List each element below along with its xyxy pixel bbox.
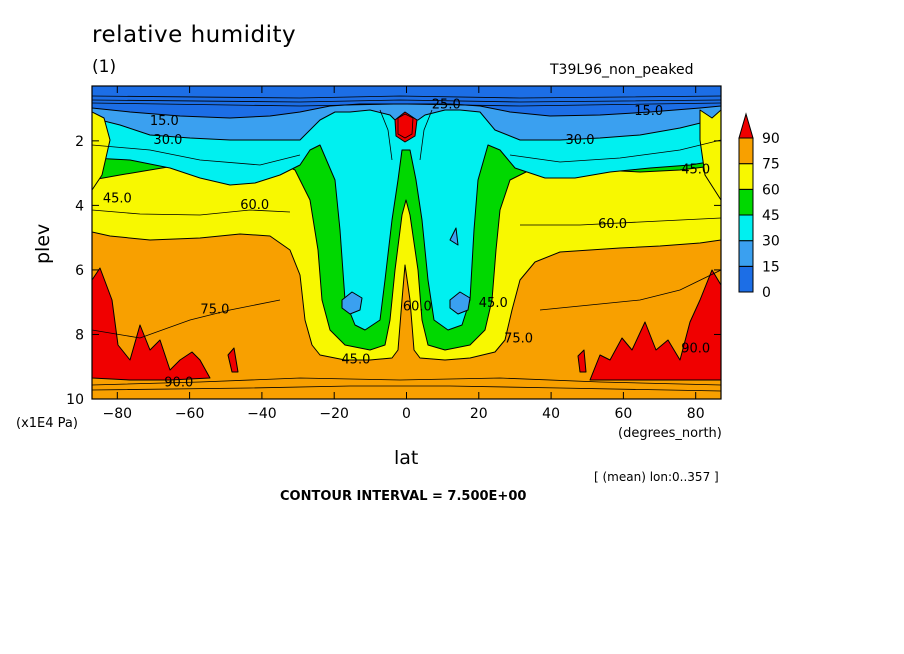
- region-60-75-south-pole: [92, 111, 111, 191]
- colorbar-label: 15: [762, 259, 780, 275]
- contour-line-low-south: [92, 299, 281, 339]
- colorbar-box: [738, 163, 754, 190]
- x-axis-unit: (degrees_north): [618, 426, 722, 441]
- contour-label: 90.0: [164, 375, 193, 390]
- contour-label: 15.0: [634, 104, 663, 119]
- contour-label: 25.0: [432, 98, 461, 113]
- colorbar-label: 45: [762, 208, 780, 224]
- contour-line-mid-south: [92, 209, 291, 216]
- contour-line-surface-2: [92, 385, 721, 392]
- region-0-15: [92, 86, 721, 119]
- colorbar-box: [738, 137, 754, 165]
- colorbar-label: 90: [762, 131, 780, 147]
- region-90-north-2: [577, 349, 587, 373]
- x-tick-label: 20: [470, 406, 488, 422]
- x-tick-label: 60: [614, 406, 632, 422]
- x-tick-label: 40: [542, 406, 560, 422]
- x-axis: −80 −60 −40 −20 0 20 40 60 80: [103, 86, 705, 422]
- region-90-north-1: [589, 269, 721, 381]
- mean-note: [ (mean) lon:0..357 ]: [594, 470, 719, 484]
- contour-label: 45.0: [479, 296, 508, 311]
- contour-line-equator-2: [419, 109, 433, 161]
- x-tick-label: −60: [175, 406, 205, 422]
- contour-line-mid-north: [520, 217, 721, 226]
- region-30-45: [92, 86, 721, 331]
- colorbar-box: [738, 240, 754, 267]
- chart-subtitle: (1): [92, 57, 117, 77]
- colorbar-triangle: [738, 112, 754, 139]
- region-60-75-north-pole: [699, 109, 721, 201]
- chart-title: relative humidity: [92, 22, 297, 48]
- contour-label: 45.0: [103, 191, 132, 206]
- colorbar-box: [738, 265, 754, 293]
- contour-label: 90.0: [681, 341, 710, 356]
- colorbar-box: [738, 188, 754, 216]
- x-tick-label: 0: [402, 406, 411, 422]
- contour-label: 15.0: [150, 114, 179, 129]
- contour-label: 75.0: [504, 332, 533, 347]
- colorbar-label: 30: [762, 234, 780, 250]
- contour-label: 75.0: [200, 303, 229, 318]
- colorbar-label: 75: [762, 157, 780, 173]
- colorbar: 0 15 30 45 60 75 90: [738, 112, 780, 301]
- region-15-30-spot-left: [341, 291, 363, 315]
- contour-line-upper-1: [92, 95, 721, 99]
- contour-label: 30.0: [153, 133, 182, 148]
- y-tick-label: 6: [75, 263, 84, 279]
- region-90-south-1: [92, 267, 211, 381]
- contour-line-upper-2: [92, 99, 721, 103]
- region-15-30-spot-small: [449, 227, 459, 246]
- y-tick-label: 2: [75, 134, 84, 150]
- contour-label: 45.0: [341, 353, 370, 368]
- colorbar-label: 60: [762, 182, 780, 198]
- x-axis-label: lat: [394, 447, 419, 469]
- y-tick-label: 4: [75, 198, 84, 214]
- colorbar-box: [738, 214, 754, 242]
- contour-line-equator-3: [397, 113, 414, 139]
- x-tick-label: −40: [247, 406, 277, 422]
- contour-labels: 15.0 30.0 45.0 60.0 75.0 90.0 45.0 25.0 60.0 45.0…: [103, 98, 710, 391]
- contour-interval: CONTOUR INTERVAL = 7.500E+00: [280, 489, 527, 504]
- y-axis: 2 4 6 8 10: [66, 134, 721, 408]
- colorbar-label: 0: [762, 285, 771, 301]
- run-name: T39L96_non_peaked: [550, 62, 694, 78]
- contour-line-upper-5: [509, 139, 721, 163]
- contour-line-equator-1: [379, 109, 393, 161]
- contour-label: 30.0: [566, 133, 595, 148]
- contour-label: 60.0: [403, 299, 432, 314]
- region-15-30-spot-right: [449, 291, 471, 315]
- contour-label: 60.0: [240, 198, 269, 213]
- x-tick-label: 80: [687, 406, 705, 422]
- contour-label: 45.0: [681, 162, 710, 177]
- x-tick-label: −20: [319, 406, 349, 422]
- contour-line-upper-4: [92, 144, 301, 166]
- y-axis-unit: (x1E4 Pa): [16, 416, 78, 431]
- y-tick-label: 10: [66, 392, 84, 408]
- contour-fills: [92, 86, 721, 399]
- y-tick-label: 8: [75, 327, 84, 343]
- region-90-south-2: [227, 347, 239, 373]
- contour-line-surface-1: [92, 377, 721, 386]
- x-tick-label: −80: [103, 406, 133, 422]
- contour-line-low-north: [539, 269, 721, 311]
- contour-lines: [92, 95, 721, 392]
- contour-label: 60.0: [598, 217, 627, 232]
- contour-line-upper-3: [92, 102, 721, 107]
